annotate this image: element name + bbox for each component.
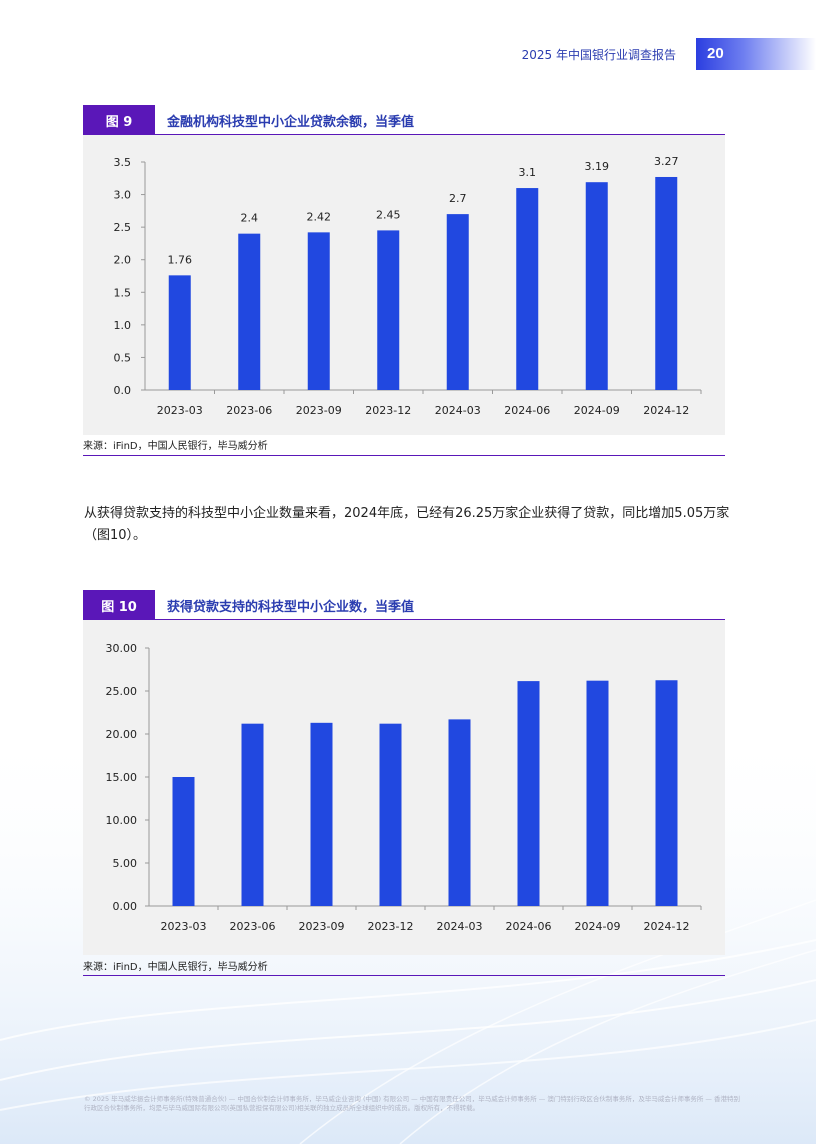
x-tick-label: 2024-03 — [437, 920, 483, 933]
figure-10-bar-chart: 0.00 5.00 10.00 15.00 20.00 25.00 30.00 2023-03… — [106, 642, 702, 933]
bar — [377, 230, 400, 390]
x-tick-label: 2024-06 — [504, 404, 550, 417]
bar — [238, 233, 261, 390]
figure-10-title-rule — [83, 619, 725, 620]
bar — [517, 681, 540, 906]
y-tick-label: 3.5 — [114, 156, 132, 169]
x-tick-label: 2023-09 — [296, 404, 342, 417]
x-tick-label: 2023-06 — [226, 404, 272, 417]
y-tick-label: 20.00 — [106, 728, 138, 741]
y-tick-label: 0.00 — [113, 900, 138, 913]
y-tick-label: 0.5 — [114, 351, 132, 364]
y-tick-label: 2.5 — [114, 221, 132, 234]
y-tick-label: 30.00 — [106, 642, 138, 655]
data-label: 2.4 — [241, 212, 259, 225]
bar — [655, 176, 678, 390]
bar — [585, 182, 608, 390]
figure-9-tag: 图 9 — [83, 105, 155, 135]
figure-9-header: 图 9 金融机构科技型中小企业贷款余额，当季值 — [83, 105, 725, 135]
figure-9-title: 金融机构科技型中小企业贷款余额，当季值 — [167, 115, 415, 130]
bar — [448, 719, 471, 906]
x-tick-label: 2023-06 — [230, 920, 276, 933]
figure-10-source: 来源：iFinD，中国人民银行，毕马威分析 — [83, 962, 268, 973]
y-tick-label: 1.5 — [114, 286, 132, 299]
bar — [516, 188, 539, 390]
data-label: 1.76 — [168, 253, 193, 266]
figure-9-chart-panel: 0.0 0.5 1.0 1.5 2.0 2.5 3.0 3.5 2023-03 1.76 2023-… — [83, 135, 725, 435]
bar — [307, 232, 330, 390]
data-label: 3.27 — [654, 155, 679, 168]
bar — [172, 777, 195, 906]
figure-10-chart-panel: 0.00 5.00 10.00 15.00 20.00 25.00 30.00 2023-03… — [83, 620, 725, 955]
bar — [168, 275, 191, 390]
y-tick-label: 25.00 — [106, 685, 138, 698]
bar — [446, 214, 469, 390]
y-tick-label: 10.00 — [106, 814, 138, 827]
x-tick-label: 2024-03 — [435, 404, 481, 417]
figure-10-tag: 图 10 — [83, 590, 155, 620]
bar — [655, 680, 678, 906]
figure-10-bottom-rule — [83, 975, 725, 976]
body-paragraph: 从获得贷款支持的科技型中小企业数量来看，2024年底，已经有26.25万家企业获… — [84, 506, 730, 543]
y-tick-label: 1.0 — [114, 319, 132, 332]
data-label: 3.1 — [519, 166, 537, 179]
x-tick-label: 2024-06 — [506, 920, 552, 933]
figure-9-bottom-rule — [83, 455, 725, 456]
page-number: 20 — [707, 45, 724, 62]
bar — [241, 723, 264, 906]
y-tick-label: 5.00 — [113, 857, 138, 870]
y-tick-label: 0.0 — [114, 384, 132, 397]
y-tick-label: 2.0 — [114, 254, 132, 267]
x-tick-label: 2024-12 — [644, 920, 690, 933]
report-header-title: 2025 年中国银行业调查报告 — [521, 48, 676, 62]
x-tick-label: 2024-12 — [643, 404, 689, 417]
bar — [379, 723, 402, 906]
page-number-badge — [696, 38, 816, 70]
figure-10-title: 获得贷款支持的科技型中小企业数，当季值 — [167, 600, 415, 615]
x-tick-label: 2024-09 — [574, 404, 620, 417]
x-tick-label: 2024-09 — [575, 920, 621, 933]
y-tick-label: 3.0 — [114, 189, 132, 202]
figure-10-header: 图 10 获得贷款支持的科技型中小企业数，当季值 — [83, 590, 725, 620]
copyright-footer: © 2025 毕马威华振会计师事务所(特殊普通合伙) — 中国合伙制会计师事务所… — [84, 1095, 740, 1112]
data-label: 2.42 — [307, 210, 332, 223]
x-tick-label: 2023-03 — [157, 404, 203, 417]
x-tick-label: 2023-12 — [365, 404, 411, 417]
x-tick-label: 2023-03 — [161, 920, 207, 933]
data-label: 2.7 — [449, 192, 467, 205]
bar — [586, 680, 609, 906]
bar — [310, 722, 333, 906]
y-tick-label: 15.00 — [106, 771, 138, 784]
figure-9-source: 来源：iFinD，中国人民银行，毕马威分析 — [83, 441, 268, 452]
figure-9-title-rule — [83, 134, 725, 135]
data-label: 2.45 — [376, 208, 401, 221]
x-tick-label: 2023-12 — [368, 920, 414, 933]
data-label: 3.19 — [585, 160, 610, 173]
x-tick-label: 2023-09 — [299, 920, 345, 933]
figure-9-bar-chart: 0.0 0.5 1.0 1.5 2.0 2.5 3.0 3.5 2023-03 1.76 2023-… — [114, 155, 702, 417]
